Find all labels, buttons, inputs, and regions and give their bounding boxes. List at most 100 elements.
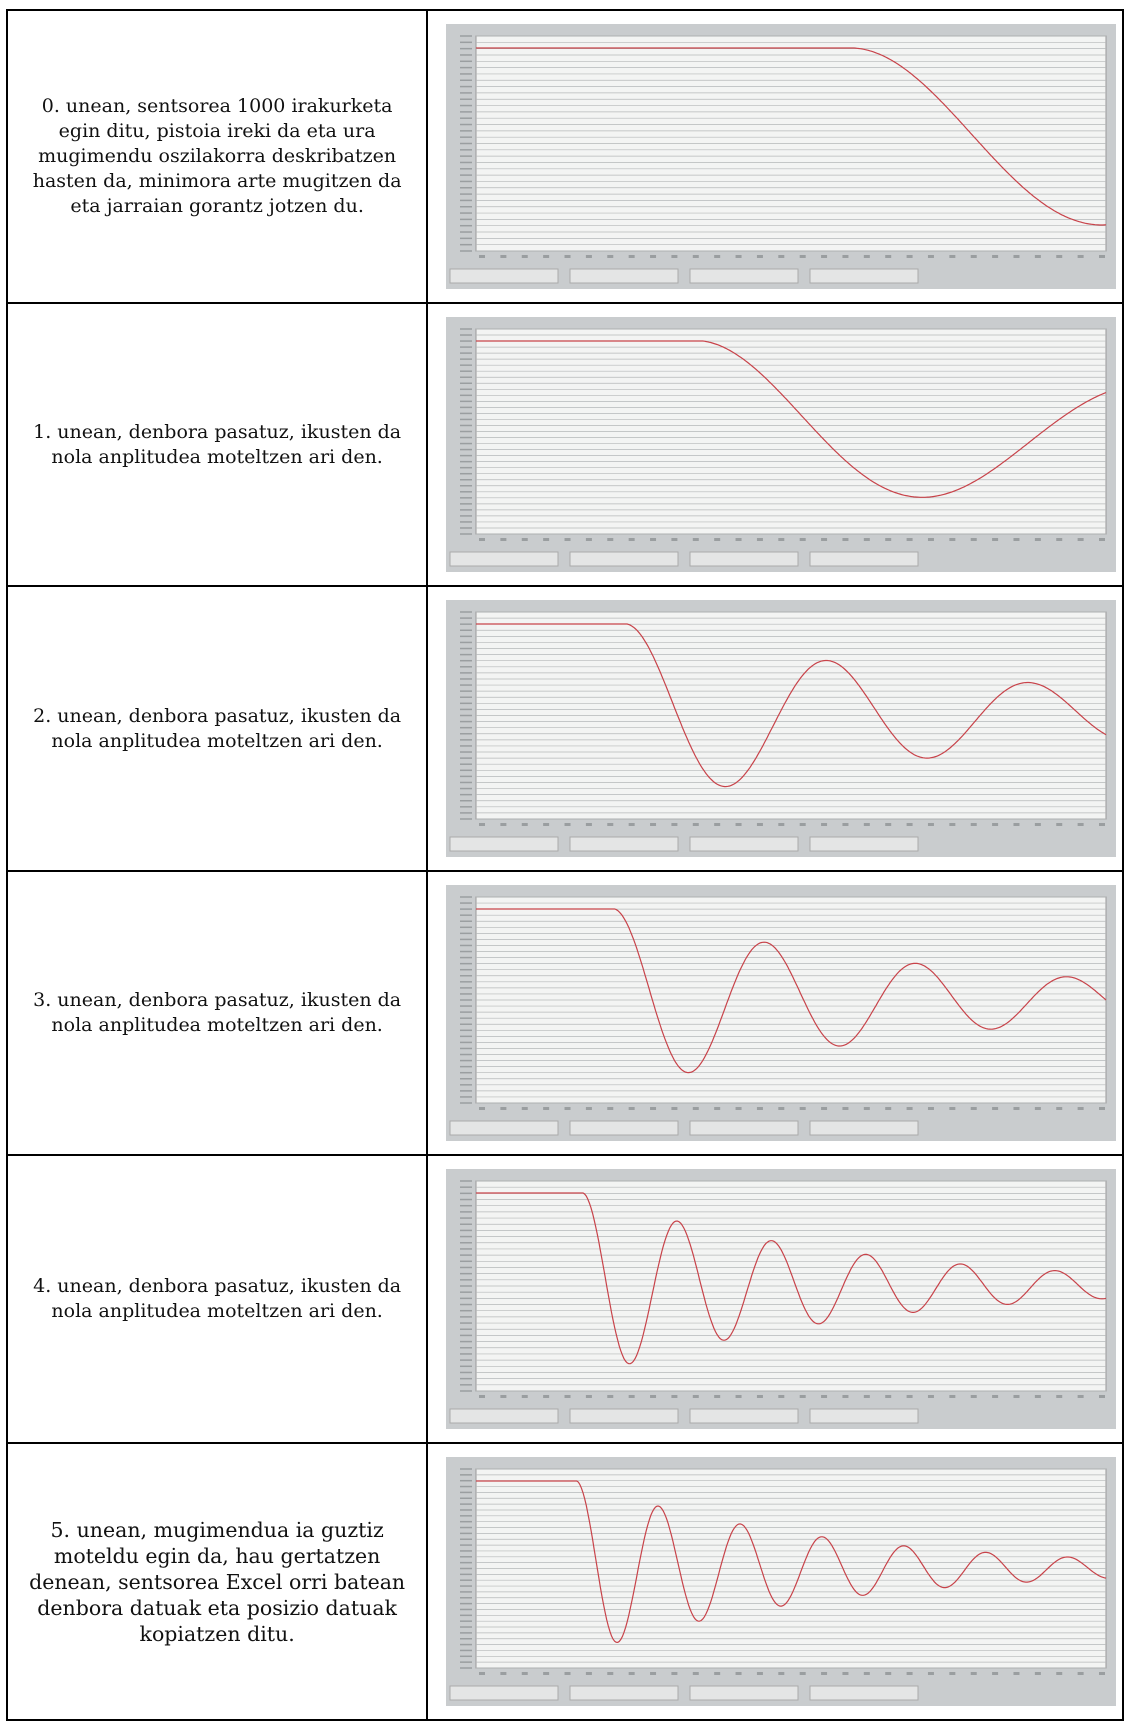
photo-axis-text	[757, 1395, 763, 1398]
photo-axis-text	[629, 823, 635, 826]
photo-axis-text	[757, 255, 763, 258]
photo-axis-text	[565, 538, 571, 541]
photo-axis-text	[565, 1107, 571, 1110]
photo-axis-text	[693, 1107, 699, 1110]
photo-tab	[690, 1409, 798, 1423]
photo-cell	[427, 1443, 1123, 1720]
photo-axis-text	[757, 538, 763, 541]
photo-axis-text	[950, 1107, 956, 1110]
photo-axis-text	[1035, 823, 1041, 826]
photo-axis-text	[992, 1672, 998, 1675]
photo-axis-text	[693, 1672, 699, 1675]
photo-axis-text	[950, 538, 956, 541]
photo-axis-text	[714, 1395, 720, 1398]
photo-tab	[810, 269, 918, 283]
photo-tab	[570, 1121, 678, 1135]
photo-axis-text	[950, 255, 956, 258]
photo-axis-text	[800, 255, 806, 258]
photo-axis-text	[928, 823, 934, 826]
photo-axis-text	[650, 538, 656, 541]
photo-axis-text	[885, 1107, 891, 1110]
photo-axis-text	[1056, 255, 1062, 258]
photo-axis-text	[522, 255, 528, 258]
photo-axis-text	[543, 1395, 549, 1398]
photo-tab	[570, 552, 678, 566]
photo-axis-text	[950, 1395, 956, 1398]
photo-axis-text	[1078, 1107, 1084, 1110]
photo-axis-text	[608, 1672, 614, 1675]
chart-photo	[430, 590, 1120, 867]
photo-axis-text	[543, 1672, 549, 1675]
photo-axis-text	[543, 538, 549, 541]
photo-axis-text	[779, 1107, 785, 1110]
table-body: 0. unean, sentsorea 1000 irakurketa egin…	[7, 10, 1123, 1720]
photo-axis-text	[779, 1395, 785, 1398]
description: 3. unean, denbora pasatuz, ikusten da no…	[7, 871, 427, 1155]
photo-axis-text	[928, 538, 934, 541]
photo-axis-text	[992, 255, 998, 258]
photo-tab	[570, 837, 678, 851]
photo-axis-text	[1035, 538, 1041, 541]
photo-axis-text	[501, 1672, 507, 1675]
photo-axis-text	[885, 1672, 891, 1675]
photo-axis-text	[992, 1395, 998, 1398]
photo-axis-text	[992, 538, 998, 541]
photo-axis-text	[1014, 538, 1020, 541]
photo-axis-text	[821, 1107, 827, 1110]
photo-axis-text	[586, 1107, 592, 1110]
photo-axis-text	[714, 1672, 720, 1675]
photo-axis-text	[864, 538, 870, 541]
photo-axis-text	[971, 1672, 977, 1675]
chart-photo	[430, 1159, 1120, 1439]
photo-axis-text	[629, 255, 635, 258]
photo-axis-text	[736, 823, 742, 826]
photo-axis-text	[800, 1672, 806, 1675]
photo-axis-text	[479, 823, 485, 826]
photo-axis-text	[821, 823, 827, 826]
photo-axis-text	[629, 1672, 635, 1675]
row: 5. unean, mugimendua ia guztiz moteldu e…	[7, 1443, 1123, 1720]
photo-tab	[690, 1686, 798, 1700]
photo-axis-text	[885, 1395, 891, 1398]
photo-axis-text	[885, 823, 891, 826]
photo-axis-text	[586, 538, 592, 541]
photo-axis-text	[586, 823, 592, 826]
row: 1. unean, denbora pasatuz, ikusten da no…	[7, 303, 1123, 586]
photo-tab	[810, 1409, 918, 1423]
photo-axis-text	[1078, 255, 1084, 258]
photo-axis-text	[693, 538, 699, 541]
chart-photo	[430, 1447, 1120, 1716]
photo-axis-text	[714, 823, 720, 826]
photo-axis-text	[565, 1672, 571, 1675]
photo-axis-text	[479, 1395, 485, 1398]
description: 0. unean, sentsorea 1000 irakurketa egin…	[7, 10, 427, 303]
photo-axis-text	[565, 255, 571, 258]
photo-axis-text	[800, 1107, 806, 1110]
photo-tab	[690, 269, 798, 283]
photo-axis-text	[800, 823, 806, 826]
photo-axis-text	[522, 538, 528, 541]
photo-axis-text	[821, 255, 827, 258]
page: {"rows":[ {"text":"0. unean, sentsorea 1…	[0, 0, 1129, 1726]
photo-axis-text	[1014, 1107, 1020, 1110]
photo-axis-text	[864, 1107, 870, 1110]
photo-axis-text	[522, 1672, 528, 1675]
photo-axis-text	[629, 1395, 635, 1398]
photo-axis-text	[928, 1395, 934, 1398]
photo-tab	[450, 837, 558, 851]
photo-axis-text	[608, 538, 614, 541]
row: 3. unean, denbora pasatuz, ikusten da no…	[7, 871, 1123, 1155]
photo-axis-text	[1099, 823, 1105, 826]
photo-axis-text	[779, 255, 785, 258]
photo-axis-text	[1099, 1107, 1105, 1110]
photo-cell	[427, 871, 1123, 1155]
photo-axis-text	[843, 1395, 849, 1398]
photo-axis-text	[693, 255, 699, 258]
photo-axis-text	[1035, 255, 1041, 258]
photo-axis-text	[650, 823, 656, 826]
photo-axis-text	[501, 1395, 507, 1398]
photo-axis-text	[479, 1107, 485, 1110]
photo-axis-text	[586, 255, 592, 258]
description: 5. unean, mugimendua ia guztiz moteldu e…	[7, 1443, 427, 1720]
photo-axis-text	[843, 1672, 849, 1675]
